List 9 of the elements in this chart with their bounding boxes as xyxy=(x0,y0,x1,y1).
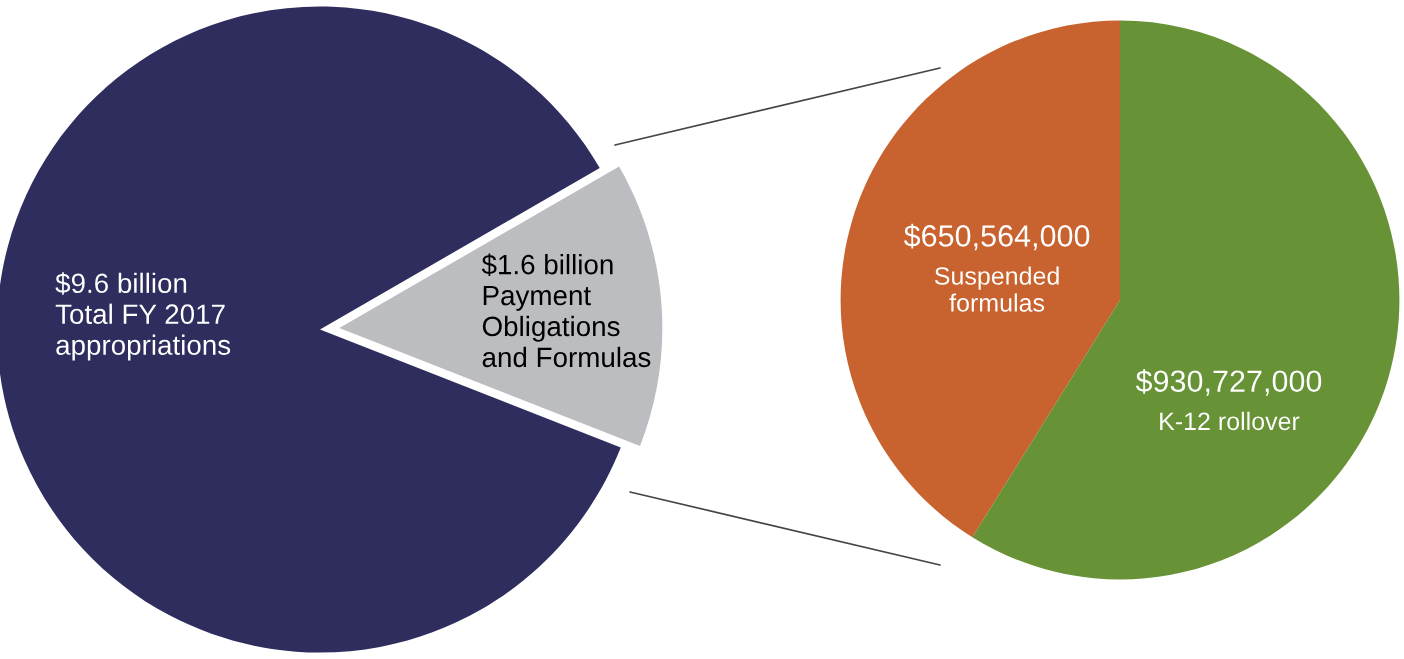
slice-label: Total FY 2017 appropriations xyxy=(55,303,231,361)
data-label: $930,727,000 xyxy=(1135,369,1322,396)
slice-label: Suspended formulas xyxy=(934,266,1059,312)
data-label: $1.6 billion xyxy=(481,253,613,277)
slice-label: K-12 rollover xyxy=(1160,411,1300,431)
pie-slice xyxy=(840,20,1120,538)
slice-label: Payment Obligations and Formulas xyxy=(482,285,651,368)
data-label: $9.6 billion xyxy=(55,272,187,295)
data-label: $650,564,000 xyxy=(903,223,1090,251)
